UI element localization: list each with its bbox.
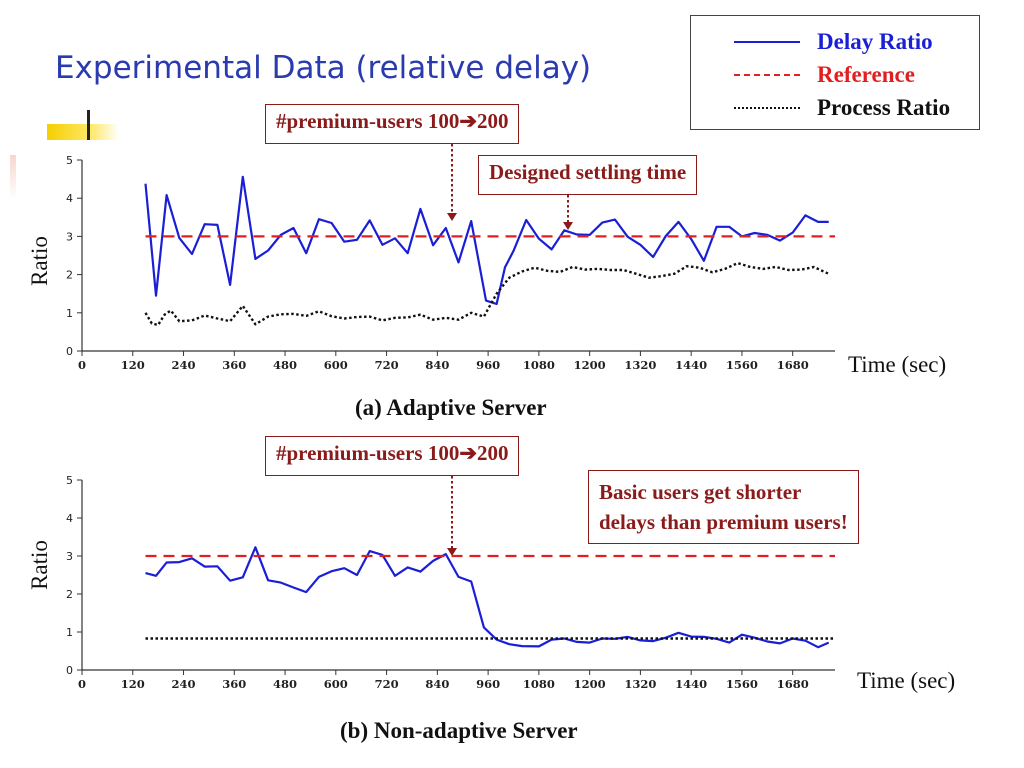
callout-settling-time: Designed settling time [478,155,698,195]
x-tick-label: 240 [172,677,196,691]
x-tick-label: 120 [121,677,145,691]
caption-a: (a) Adaptive Server [355,395,547,420]
x-tick-label: 840 [425,677,449,691]
legend-swatch-dashed [734,74,800,76]
arrow-premium-b-head [447,548,457,556]
legend-label: Delay Ratio [817,29,933,54]
y-tick-label: 4 [66,192,73,205]
x-tick-label: 960 [476,677,500,691]
legend: Delay Ratio Reference Process Ratio [690,15,980,130]
x-tick-label: 0 [78,677,86,691]
callout-arrows [447,144,573,556]
title-accent-tick [87,110,90,140]
x-tick-label: 120 [121,358,145,372]
legend-label: Process Ratio [817,95,951,120]
callout-premium-users-b: #premium-users 100➔200 [265,436,520,476]
legend-swatch-solid [734,41,800,43]
x-tick-label: 720 [375,677,399,691]
x-tick-label: 1440 [675,358,707,372]
y-tick-label: 0 [66,345,73,358]
x-tick-label: 1200 [574,358,606,372]
x-tick-label: 1080 [523,358,555,372]
callout-basic-users-line2: delays than premium users! [599,510,848,534]
x-tick-label: 480 [273,677,297,691]
y-tick-label: 1 [66,626,73,639]
x-tick-label: 840 [425,358,449,372]
x-tick-label: 1080 [523,677,555,691]
y-tick-label: 5 [66,474,73,487]
y-tick-label: 3 [66,550,73,563]
x-tick-label: 600 [324,358,348,372]
series-line-process-ratio [144,261,830,327]
x-tick-label: 720 [375,358,399,372]
y-tick-label: 0 [66,664,73,677]
x-tick-label: 960 [476,358,500,372]
x-tick-label: 1680 [777,677,809,691]
x-tick-label: 360 [222,358,246,372]
legend-swatch-dotted [734,107,800,109]
x-tick-label: 480 [273,358,297,372]
title-accent-bar [47,124,119,140]
series-line-delay-ratio [145,546,830,649]
chart-non-adaptive-server: 0 1 2 3 4 5 0 120 240 360 480 600 720 840 960 1080 1200 1… [66,474,835,691]
x-tick-label: 1560 [726,358,758,372]
arrow-premium-a-head [447,213,457,221]
caption-b: (b) Non-adaptive Server [340,718,578,743]
x-tick-label: 1680 [777,358,809,372]
y-tick-label: 2 [66,588,73,601]
y-tick-label: 3 [66,230,73,243]
x-tick-label: 0 [78,358,86,372]
x-tick-label: 1560 [726,677,758,691]
y-tick-label: 5 [66,154,73,167]
y-tick-label: 1 [66,307,73,320]
x-tick-label: 600 [324,677,348,691]
y-tick-label: 2 [66,269,73,282]
y-tick-label: 4 [66,512,73,525]
callout-basic-users: Basic users get shorter delays than prem… [588,470,859,544]
x-tick-label: 1320 [624,677,656,691]
slide-title: Experimental Data (relative delay) [55,50,592,86]
left-accent-fade [10,155,16,200]
x-tick-label: 1440 [675,677,707,691]
x-tick-label: 1200 [574,677,606,691]
x-axis-title-b: Time (sec) [857,668,956,693]
callout-premium-users-a: #premium-users 100➔200 [265,104,520,144]
series-line-delay-ratio [144,175,829,306]
callout-basic-users-line1: Basic users get shorter [599,480,802,504]
legend-item-reference: Reference [734,60,915,90]
x-tick-label: 1320 [624,358,656,372]
chart-adaptive-server: 0 1 2 3 4 5 0 120 240 360 480 600 720 840 960 1080 1200 1… [66,154,835,372]
legend-item-delay-ratio: Delay Ratio [734,27,933,57]
y-axis-title-a: Ratio [27,236,52,286]
x-tick-label: 240 [172,358,196,372]
x-tick-label: 360 [222,677,246,691]
legend-item-process-ratio: Process Ratio [734,93,950,123]
arrow-settling-head [563,222,573,230]
legend-label: Reference [817,62,915,87]
x-axis-title-a: Time (sec) [848,352,947,377]
y-axis-title-b: Ratio [27,540,52,590]
